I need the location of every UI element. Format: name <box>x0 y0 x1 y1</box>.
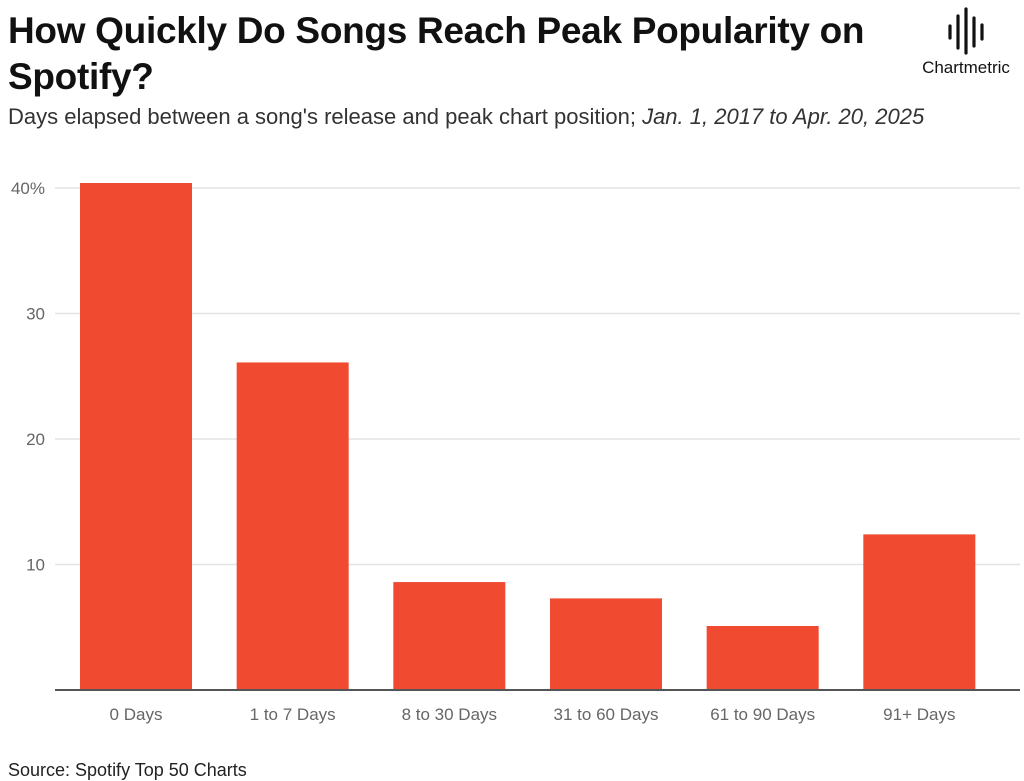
source-note: Source: Spotify Top 50 Charts <box>8 760 247 780</box>
logo-text: Chartmetric <box>922 58 1010 77</box>
y-tick-label: 30 <box>26 305 45 324</box>
y-tick-label: 40% <box>11 179 45 198</box>
x-tick-label: 8 to 30 Days <box>402 705 497 724</box>
bar <box>393 582 506 690</box>
x-tick-label: 61 to 90 Days <box>710 705 815 724</box>
bar <box>706 625 819 690</box>
subtitle-date-range: Jan. 1, 2017 to Apr. 20, 2025 <box>642 104 925 129</box>
bar <box>80 182 192 691</box>
y-tick-label: 20 <box>26 430 45 449</box>
x-tick-label: 0 Days <box>110 705 163 724</box>
chart-title: How Quickly Do Songs Reach Peak Populari… <box>8 10 865 97</box>
subtitle-description: Days elapsed between a song's release an… <box>8 104 636 129</box>
bar <box>236 362 349 690</box>
y-tick-label: 10 <box>26 556 45 575</box>
waveform-icon <box>948 7 984 55</box>
x-tick-label: 31 to 60 Days <box>554 705 659 724</box>
bar <box>550 598 662 690</box>
bar <box>863 534 976 690</box>
x-tick-label: 91+ Days <box>883 705 955 724</box>
bar-chart: 10 20 30 40% 0 Days 1 to 7 Days 8 to 30 Days 31… <box>11 179 1020 724</box>
chart-subtitle: Days elapsed between a song's release an… <box>8 104 924 130</box>
chartmetric-logo: Chartmetric <box>908 6 1024 82</box>
x-tick-label: 1 to 7 Days <box>250 705 336 724</box>
